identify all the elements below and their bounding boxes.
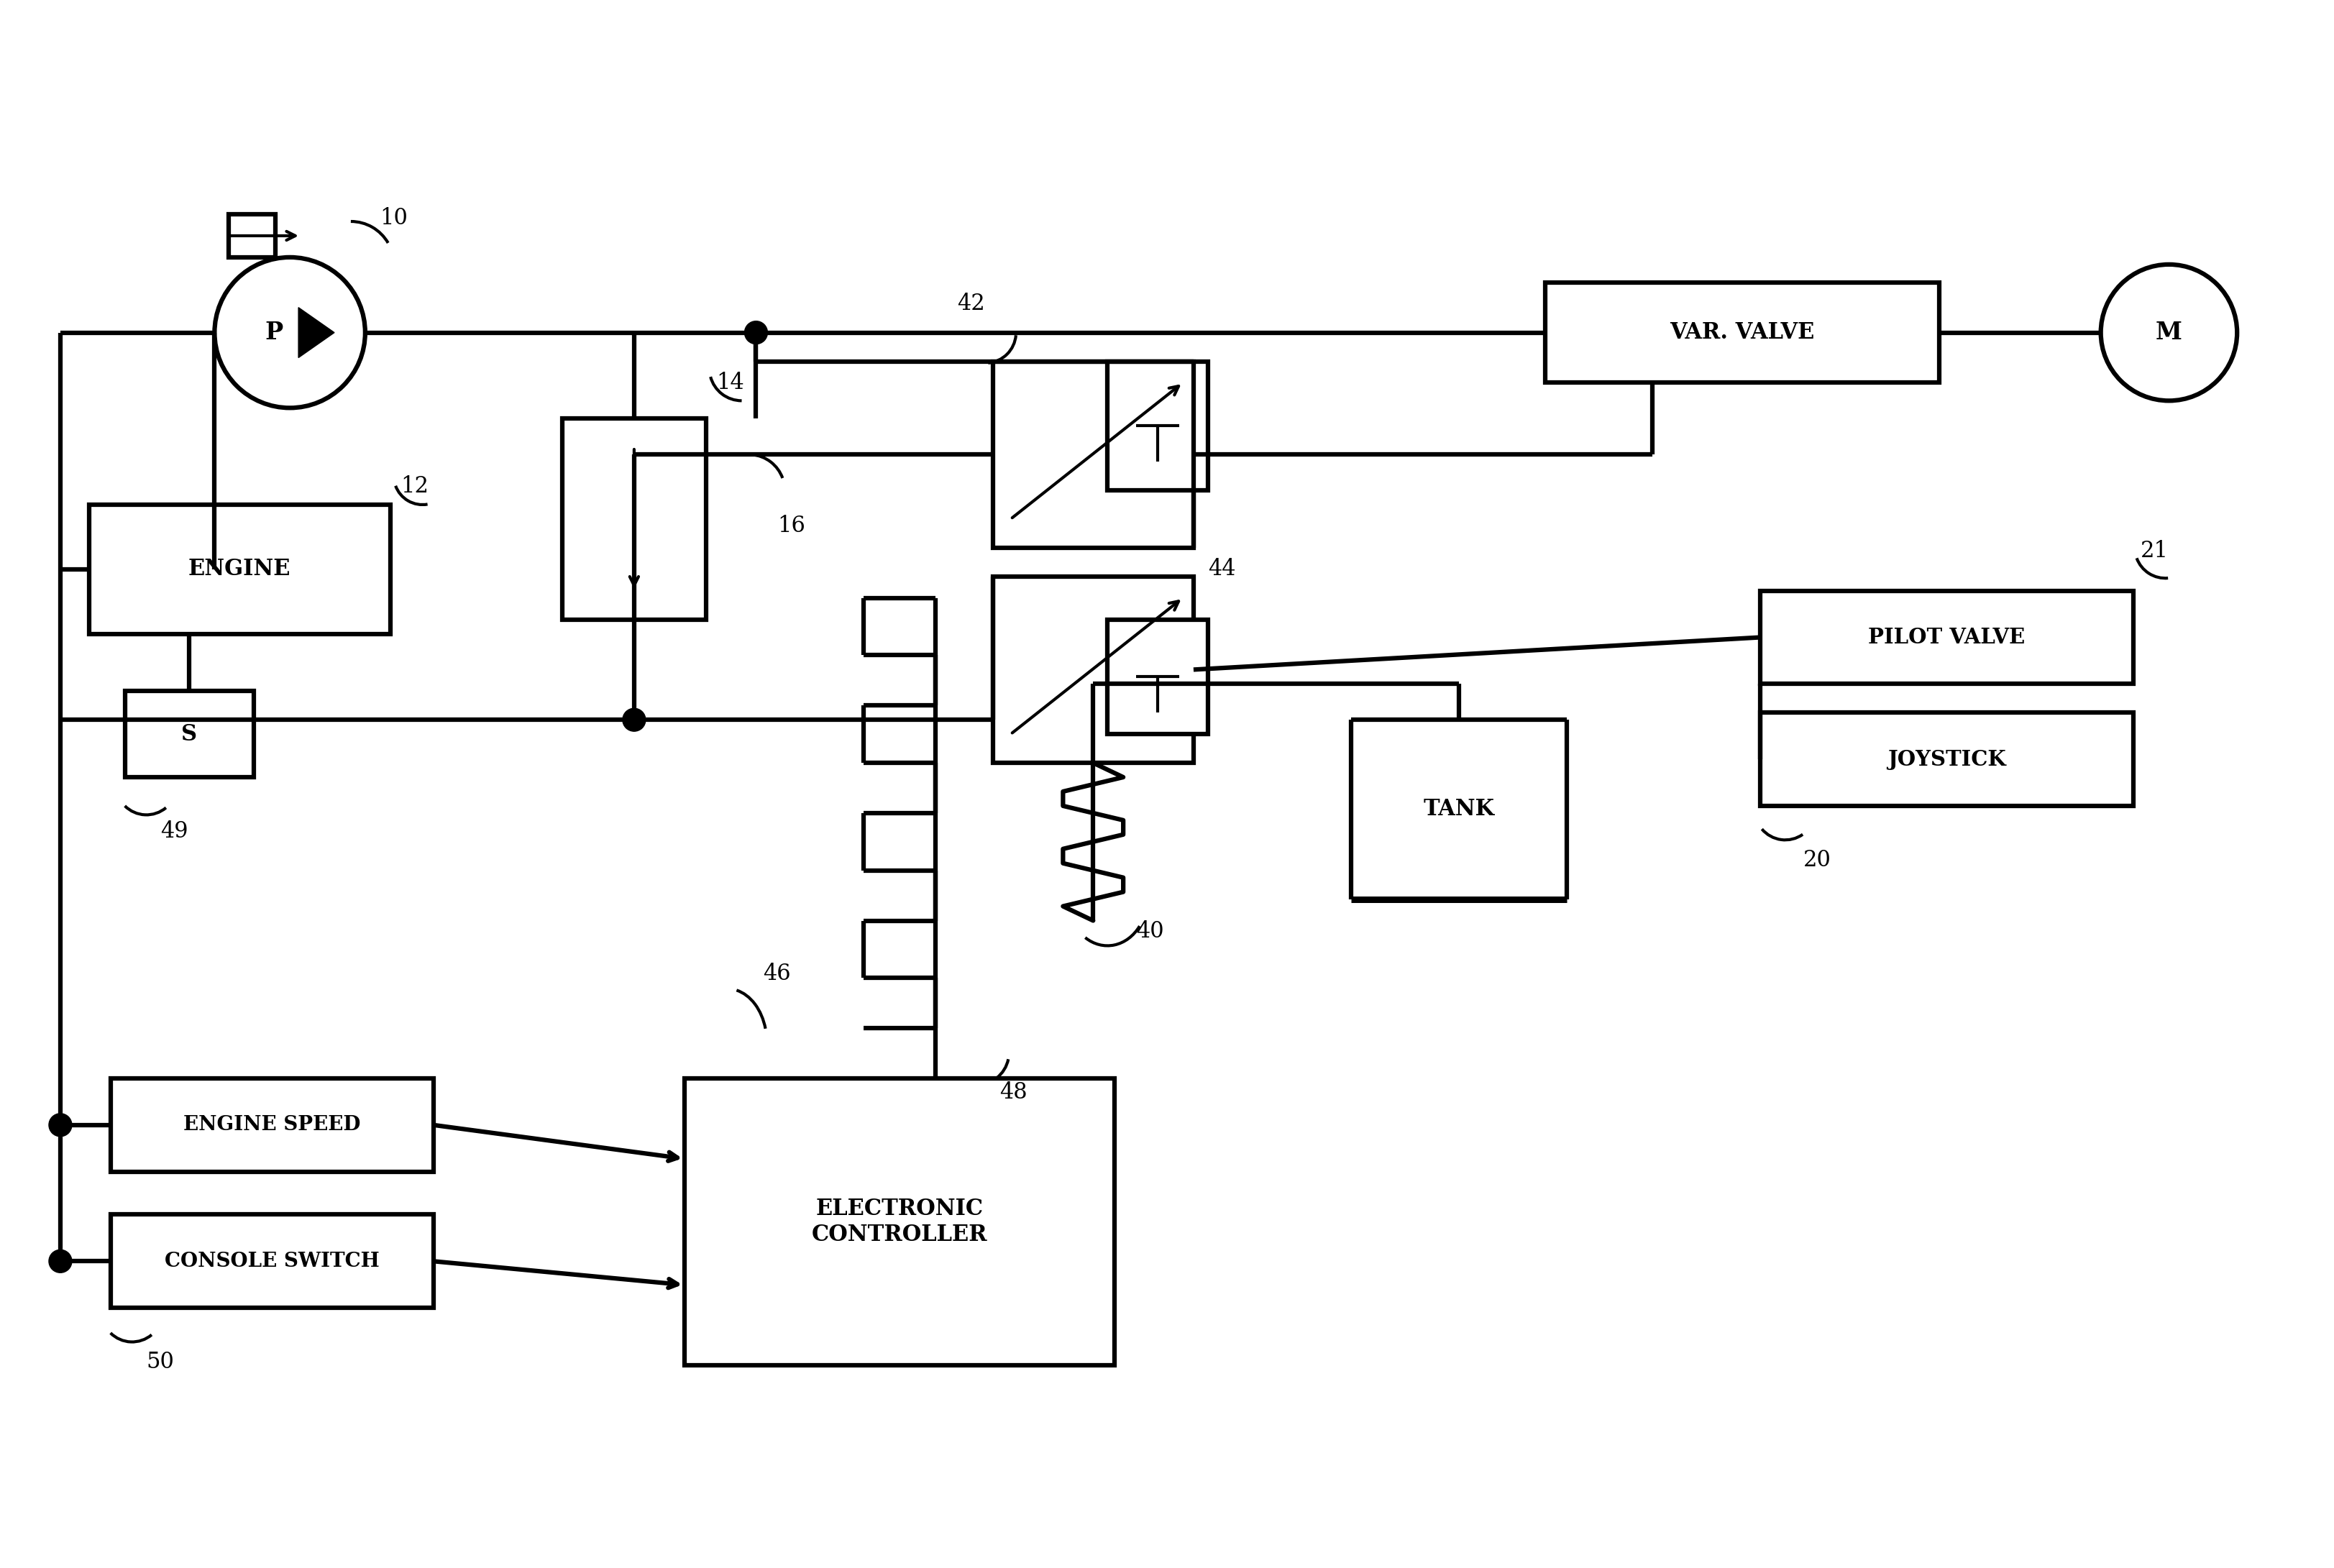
Text: JOYSTICK: JOYSTICK (1888, 750, 2005, 770)
Circle shape (745, 321, 768, 343)
Text: 12: 12 (401, 475, 429, 497)
Text: 10: 10 (380, 207, 408, 229)
Bar (1106, 361, 1209, 491)
Text: ELECTRONIC
CONTROLLER: ELECTRONIC CONTROLLER (812, 1198, 987, 1247)
Text: 16: 16 (777, 514, 805, 538)
Text: M: M (2157, 321, 2182, 345)
Circle shape (623, 709, 647, 731)
Text: 14: 14 (717, 372, 745, 394)
Bar (1545, 282, 1940, 383)
Circle shape (49, 1250, 72, 1273)
Text: P: P (266, 321, 282, 345)
Bar (1760, 712, 2133, 806)
Bar (229, 215, 275, 257)
Text: 49: 49 (161, 820, 189, 842)
Bar (1106, 619, 1209, 734)
Bar (89, 505, 390, 633)
Bar (110, 1079, 434, 1171)
Polygon shape (299, 307, 334, 358)
Bar (126, 691, 254, 778)
Bar (992, 577, 1193, 764)
Text: 42: 42 (957, 293, 985, 315)
Circle shape (215, 257, 364, 408)
Text: 21: 21 (2140, 539, 2168, 561)
Circle shape (2101, 265, 2236, 401)
Bar (992, 361, 1193, 547)
Text: S: S (182, 723, 198, 745)
Circle shape (49, 1113, 72, 1137)
Text: 48: 48 (999, 1082, 1027, 1104)
Text: 20: 20 (1804, 848, 1832, 872)
Text: TANK: TANK (1424, 798, 1494, 820)
Text: 46: 46 (763, 963, 791, 985)
Text: CONSOLE SWITCH: CONSOLE SWITCH (163, 1251, 380, 1272)
Text: 50: 50 (147, 1352, 175, 1374)
Bar (110, 1215, 434, 1308)
Text: ENGINE SPEED: ENGINE SPEED (184, 1115, 359, 1135)
Bar (684, 1079, 1116, 1366)
Text: PILOT VALVE: PILOT VALVE (1867, 627, 2026, 648)
Bar (562, 419, 705, 619)
Text: ENGINE: ENGINE (189, 558, 292, 580)
Text: VAR. VALVE: VAR. VALVE (1669, 321, 1814, 343)
Text: 40: 40 (1137, 920, 1165, 942)
Bar (1760, 591, 2133, 684)
Text: 44: 44 (1209, 558, 1235, 580)
